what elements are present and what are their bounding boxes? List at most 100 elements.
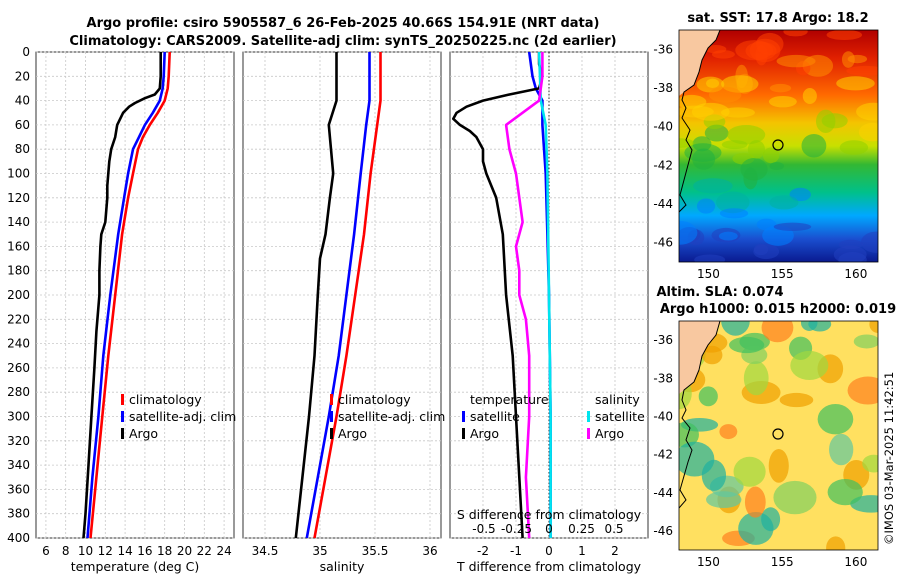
x-tick-label: 24	[216, 544, 231, 558]
legend-swatch-climatology	[330, 394, 333, 405]
difference-panel: -2 -1 0 1 2 T difference from climatology S …	[449, 51, 649, 574]
sla-texture	[827, 478, 863, 506]
y-tick-label: 140	[7, 215, 30, 229]
sst-texture	[693, 178, 733, 194]
sst-texture	[769, 83, 792, 93]
sst-texture	[841, 51, 855, 68]
map-y-tick-label: -40	[653, 120, 673, 134]
sla-texture	[761, 321, 794, 343]
sst-texture	[768, 95, 797, 108]
sst-texture	[704, 124, 729, 142]
sst-map-frame	[678, 29, 879, 263]
sla-texture	[829, 433, 854, 466]
legend-swatch-argo	[330, 428, 333, 439]
series-satellite-adj-clim	[86, 51, 166, 539]
x-tick-label: 36	[422, 544, 437, 558]
y-tick-label: 60	[15, 118, 30, 132]
sst-texture	[716, 191, 750, 214]
sla-texture	[729, 336, 765, 354]
sst-texture	[858, 122, 878, 142]
legend-swatch-argo	[121, 428, 124, 439]
sst-texture	[718, 231, 738, 241]
series-argo	[294, 52, 338, 539]
map-x-tick-label: 150	[697, 555, 720, 569]
legend-title-salinity: salinity	[595, 392, 640, 407]
x-tick-label: 0	[545, 544, 553, 558]
sst-texture	[838, 252, 867, 262]
sst-texture	[719, 208, 749, 219]
sla-texture	[768, 448, 789, 483]
series-t-argo	[451, 52, 544, 539]
y-tick-label: 200	[7, 288, 30, 302]
series-climatology	[89, 51, 171, 539]
sst-texture	[692, 148, 716, 170]
sst-texture	[769, 195, 799, 210]
x-tick-label: 8	[62, 544, 70, 558]
x-tick-label: 1	[578, 544, 586, 558]
imos-watermark: ©IMOS 03-Mar-2025 11:42:51	[882, 372, 896, 545]
y-tick-label: 340	[7, 458, 30, 472]
s-tick-label: 0.5	[604, 522, 623, 536]
map-y-tick-label: -42	[653, 448, 673, 462]
map-x-tick-label: 160	[844, 267, 867, 281]
map-x-tick-label: 155	[771, 267, 794, 281]
sla-texture	[869, 321, 878, 333]
series-s-argo	[504, 52, 544, 539]
y-tick-label: 380	[7, 507, 30, 521]
y-tick-label: 20	[15, 69, 30, 83]
sst-texture	[740, 158, 768, 181]
y-tick-label: 300	[7, 410, 30, 424]
y-tick-label: 240	[7, 337, 30, 351]
argo-position-marker	[772, 139, 784, 151]
legend-swatch-climatology	[121, 394, 124, 405]
sla-texture	[847, 376, 878, 405]
x-tick-label: 34.5	[252, 544, 279, 558]
legend-swatch-satellite	[330, 411, 333, 422]
sst-texture	[749, 38, 781, 63]
sst-texture	[839, 140, 869, 155]
salinity-xlabel: salinity	[320, 559, 365, 574]
y-tick-label: 80	[15, 142, 30, 156]
sst-texture	[696, 198, 716, 214]
salinity-legend: climatology satellite-adj. clim Argo	[330, 392, 445, 441]
map-y-tick-label: -46	[653, 524, 673, 538]
sst-texture	[769, 162, 785, 171]
map-x-tick-label: 155	[771, 555, 794, 569]
legend-swatch-t-satellite	[462, 411, 465, 422]
s-tick-label: -0.5	[472, 522, 495, 536]
x-tick-label: 6	[42, 544, 50, 558]
legend-swatch-s-satellite	[587, 411, 590, 422]
sst-texture	[708, 86, 742, 103]
sla-texture	[733, 456, 766, 487]
sst-texture	[801, 133, 827, 158]
y-tick-label: 120	[7, 191, 30, 205]
sst-texture	[846, 65, 878, 76]
sst-texture	[821, 113, 848, 129]
legend-label-t-satellite: satellite	[470, 409, 520, 424]
legend-label-s-satellite: satellite	[595, 409, 645, 424]
sst-map-title: sat. SST: 17.8 Argo: 18.2	[687, 11, 868, 26]
s-tick-label: 0.25	[568, 522, 595, 536]
y-tick-label: 260	[7, 361, 30, 375]
legend-label-climatology: climatology	[338, 392, 411, 407]
s-tick-label: -0.25	[501, 522, 532, 536]
y-tick-label: 40	[15, 94, 30, 108]
sla-texture	[679, 441, 715, 477]
sst-texture	[776, 54, 816, 68]
x-tick-label: 35.5	[362, 544, 389, 558]
sla-map: Altim. SLA: 0.074 Argo h1000: 0.015 h200…	[653, 285, 896, 569]
sla-texture	[862, 454, 878, 473]
main-title-line2: Climatology: CARS2009. Satellite-adj cli…	[69, 34, 616, 49]
y-tick-label: 0	[22, 45, 30, 59]
sst-texture	[679, 94, 707, 109]
legend-label-s-argo: Argo	[595, 426, 624, 441]
sla-texture	[779, 392, 814, 408]
x-tick-label: 2	[611, 544, 619, 558]
map-y-tick-label: -38	[653, 371, 673, 385]
legend-swatch-s-argo	[587, 428, 590, 439]
legend-label-climatology: climatology	[129, 392, 202, 407]
y-tick-label: 360	[7, 482, 30, 496]
map-y-tick-label: -46	[653, 236, 673, 250]
y-tick-label: 320	[7, 434, 30, 448]
sst-texture	[802, 88, 817, 104]
